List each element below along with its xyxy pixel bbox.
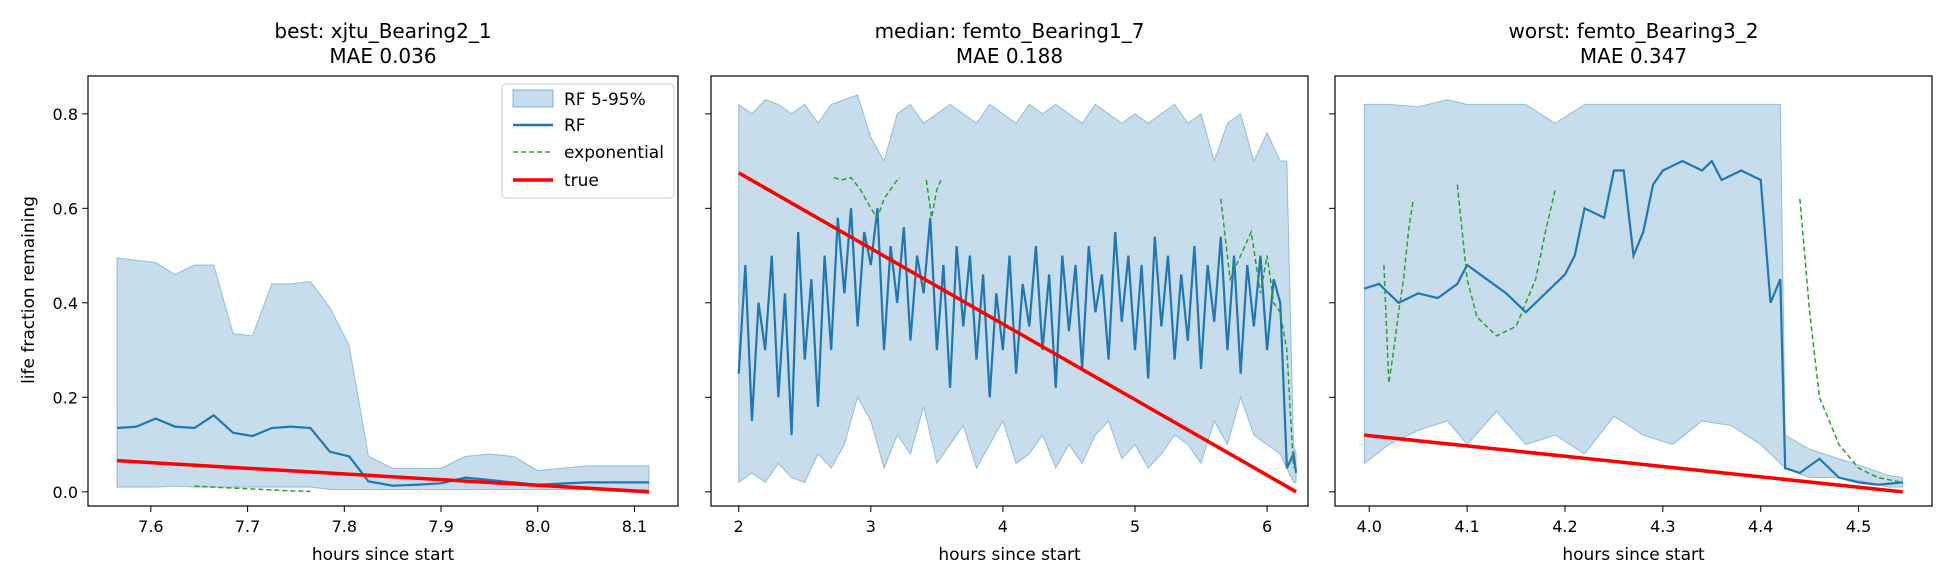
legend-rf-label: RF — [564, 116, 586, 136]
panel-subtitle-1: MAE 0.036 — [329, 44, 436, 68]
legend-band-label: RF 5-95% — [564, 90, 646, 110]
y-tick-label-panel-1: 0.6 — [53, 199, 78, 218]
panel-title-2: median: femto_Bearing1_7 — [875, 19, 1145, 43]
y-tick-label-panel-1: 0.2 — [53, 388, 78, 407]
x-tick-label-panel-1: 8.0 — [525, 517, 550, 536]
rf-line-panel-2 — [737, 208, 1298, 474]
x-tick-label-panel-3: 4.0 — [1357, 517, 1382, 536]
rf-band-panel-3 — [1363, 99, 1904, 488]
x-tick-label-panel-2: 6 — [1262, 517, 1272, 536]
rf-band-panel-1 — [116, 257, 650, 490]
x-tick-label-panel-3: 4.5 — [1846, 517, 1871, 536]
axes-frame-panel-2 — [710, 75, 1309, 507]
axes-frame-panel-1 — [87, 75, 679, 507]
x-tick-label-panel-3: 4.2 — [1552, 517, 1577, 536]
true-line-panel-2 — [737, 171, 1297, 494]
x-tick-label-panel-2: 4 — [998, 517, 1008, 536]
x-tick-label-panel-3: 4.1 — [1454, 517, 1479, 536]
x-tick-label-panel-1: 7.7 — [235, 517, 260, 536]
legend-true-label: true — [564, 171, 599, 191]
panel-1: 7.6 7.7 7.8 7.9 8.0 8.1 0.0 0.2 0.4 0.6 0.8 best: x… — [53, 19, 679, 565]
x-tick-label-panel-1: 7.6 — [138, 517, 163, 536]
x-tick-label-panel-2: 2 — [734, 517, 744, 536]
x-tick-label-panel-2: 5 — [1130, 517, 1140, 536]
x-tick-label-panel-1: 7.9 — [428, 517, 453, 536]
x-tick-label-panel-2: 3 — [866, 517, 876, 536]
legend: RF 5-95% RF exponential true — [501, 83, 675, 199]
x-axis-label-panel-2: hours since start — [938, 545, 1081, 565]
legend-band-swatch — [512, 89, 554, 108]
panel-3: 4.0 4.1 4.2 4.3 4.4 4.5 worst: femto_Bearing3_… — [1329, 19, 1933, 565]
panel-subtitle-2: MAE 0.188 — [956, 44, 1063, 68]
x-tick-label-panel-1: 7.8 — [332, 517, 357, 536]
axes-frame-panel-3 — [1334, 75, 1933, 507]
y-tick-label-panel-1: 0.0 — [53, 483, 78, 502]
x-axis-label-panel-3: hours since start — [1562, 545, 1705, 565]
rf-band-panel-2 — [738, 94, 1297, 484]
panel-title-1: best: xjtu_Bearing2_1 — [274, 19, 491, 43]
panel-subtitle-3: MAE 0.347 — [1580, 44, 1687, 68]
x-tick-label-panel-1: 8.1 — [622, 517, 647, 536]
y-tick-label-panel-1: 0.8 — [53, 105, 78, 124]
y-tick-label-panel-1: 0.4 — [53, 294, 78, 313]
true-line-panel-1 — [116, 458, 650, 494]
exponential-line-panel-2-2 — [925, 177, 943, 218]
exponential-line-panel-3-3 — [1799, 198, 1903, 484]
exponential-line-panel-2-1 — [833, 176, 901, 220]
x-tick-label-panel-3: 4.3 — [1650, 517, 1675, 536]
x-tick-label-panel-3: 4.4 — [1748, 517, 1773, 536]
legend-exponential-label: exponential — [564, 143, 664, 163]
y-axis-label: life fraction remaining — [19, 196, 39, 384]
exponential-line-panel-3-2 — [1456, 184, 1556, 337]
panel-title-3: worst: femto_Bearing3_2 — [1509, 19, 1759, 43]
exponential-line-panel-1-1 — [194, 485, 311, 493]
legend-frame — [501, 83, 675, 199]
true-line-panel-3 — [1364, 433, 1903, 494]
x-axis-label-panel-1: hours since start — [312, 545, 455, 565]
